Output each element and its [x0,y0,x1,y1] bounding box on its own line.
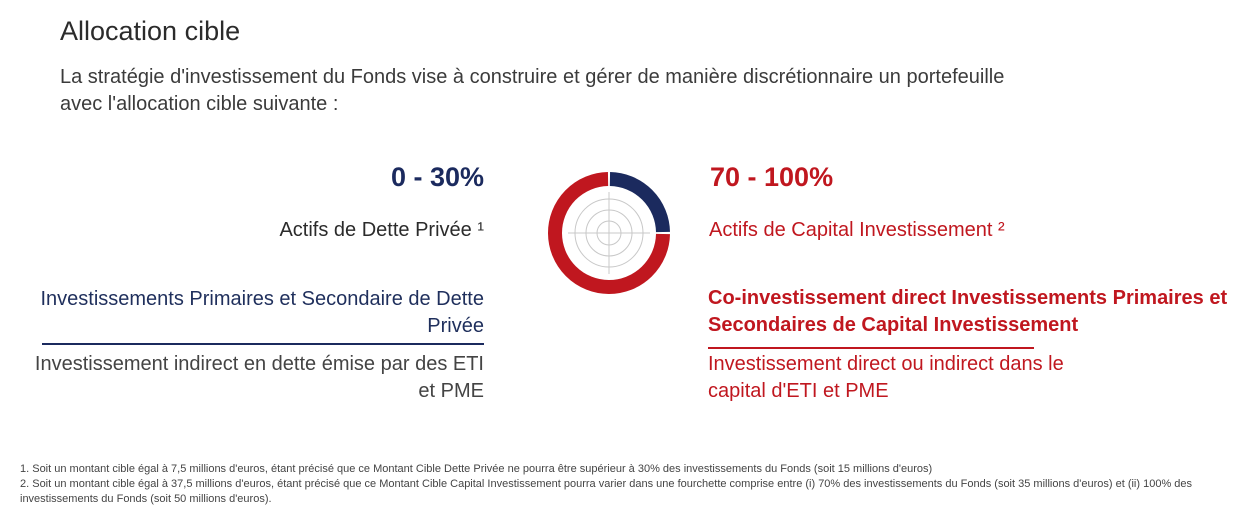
allocation-donut-chart [548,172,670,294]
debt-category: Investissements Primaires et Secondaire … [40,288,484,337]
debt-percent: 0 - 30% [390,162,484,192]
donut-segments [548,172,670,294]
donut-segment-1 [609,172,670,233]
debt-subtitle: Actifs de Dette Privée ¹ [279,219,484,241]
footnote-2: 2. Soit un montant cible égal à 37,5 mil… [20,478,1193,505]
target-icon [568,192,650,274]
intro-text: La stratégie d'investissement du Fonds v… [60,66,1005,115]
equity-description: Investissement direct ou indirect dans l… [708,353,1064,402]
page-title: Allocation cible [60,16,241,46]
debt-description: Investissement indirect en dette émise p… [34,353,484,402]
footnotes: 1. Soit un montant cible égal à 7,5 mill… [20,462,1240,507]
equity-subtitle: Actifs de Capital Investissement ² [709,219,1005,241]
equity-category: Co-investissement direct Investissements… [708,287,1228,336]
equity-divider [708,347,1034,349]
equity-percent: 70 - 100% [710,162,834,192]
donut-segment-2 [548,172,670,294]
footnote-1: 1. Soit un montant cible égal à 7,5 mill… [20,463,933,475]
debt-divider [42,343,484,345]
